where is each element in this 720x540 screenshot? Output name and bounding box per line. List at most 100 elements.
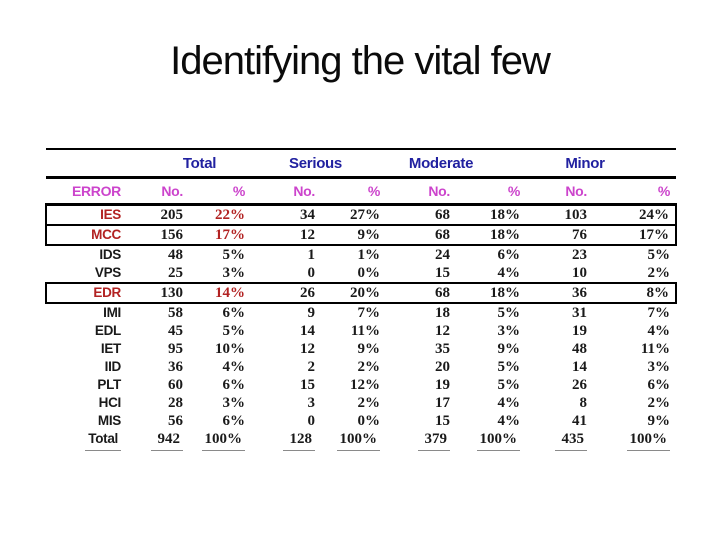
table-cell: 942 xyxy=(126,430,189,452)
table-cell: 27% xyxy=(350,207,381,223)
total-cell-underlined: 128 xyxy=(283,430,315,451)
row-label: MCC xyxy=(91,227,121,242)
table-cell: 2% xyxy=(357,359,381,375)
table-cell: 100% xyxy=(321,430,386,452)
table-cell: 14 xyxy=(300,323,315,339)
table-cell: 9% xyxy=(497,341,521,357)
table-cell: 28 xyxy=(168,395,183,411)
table-cell: 100% xyxy=(593,430,676,452)
table-cell: 4% xyxy=(647,323,671,339)
row-label: EDR xyxy=(93,285,121,300)
table-cell: 25 xyxy=(168,265,183,281)
total-cell-underlined: 100% xyxy=(626,430,671,451)
row-label: VPS xyxy=(94,265,121,280)
error-frequency-table: Total Serious Moderate Minor ERROR No. %… xyxy=(45,148,677,452)
table-cell: 205 xyxy=(160,207,184,223)
table-row: IDS 48 5% 1 1% 24 6% 23 5% xyxy=(46,245,676,264)
table-cell: 18% xyxy=(490,207,521,223)
table-cell: 34 xyxy=(300,207,315,223)
row-label: IES xyxy=(100,207,121,222)
table-cell: 20 xyxy=(435,359,451,375)
table-cell: 31 xyxy=(572,305,588,321)
table-cell: 26 xyxy=(300,285,315,301)
table-cell: 11% xyxy=(640,341,671,357)
table-row: PLT 60 6% 15 12% 19 5% 26 6% xyxy=(46,376,676,394)
row-label: Total xyxy=(46,430,126,452)
table-cell: 3% xyxy=(222,395,246,411)
table-cell: 128 xyxy=(251,430,321,452)
table-cell: 2% xyxy=(647,265,671,281)
table-cell: 5% xyxy=(222,323,246,339)
table-cell: 3% xyxy=(647,359,671,375)
table-cell: 9% xyxy=(647,413,671,429)
table-cell: 3% xyxy=(497,323,521,339)
row-label: IDS xyxy=(99,247,121,262)
table-cell: 2% xyxy=(647,395,671,411)
table-cell: 17% xyxy=(639,227,670,243)
table-cell: 3% xyxy=(222,265,246,281)
table-cell: 12 xyxy=(435,323,451,339)
table-cell: 5% xyxy=(647,247,671,263)
table-cell: 15 xyxy=(435,265,451,281)
table-cell: 130 xyxy=(160,285,184,301)
row-label: EDL xyxy=(94,323,121,338)
table-cell: 60 xyxy=(168,377,183,393)
table-cell: 156 xyxy=(160,227,184,243)
table-cell: 6% xyxy=(497,247,521,263)
table-row: MIS 56 6% 0 0% 15 4% 41 9% xyxy=(46,412,676,430)
row-label: HCI xyxy=(98,395,122,410)
table-cell: 14% xyxy=(215,285,245,301)
table-cell: 12 xyxy=(300,341,315,357)
total-cell-underlined: Total xyxy=(85,430,121,451)
table-cell: 2 xyxy=(307,359,316,375)
table-cell: 24 xyxy=(435,247,451,263)
group-header-total: Total xyxy=(182,154,217,172)
table-cell: 58 xyxy=(168,305,183,321)
table-cell: 0 xyxy=(307,413,316,429)
table-cell: 100% xyxy=(189,430,251,452)
group-header-minor: Minor xyxy=(565,154,605,172)
table-cell: 379 xyxy=(386,430,456,452)
table-cell: 18 xyxy=(435,305,451,321)
column-header-no: No. xyxy=(565,183,588,199)
table-cell: 15 xyxy=(435,413,451,429)
table-row: EDL 45 5% 14 11% 12 3% 19 4% xyxy=(46,322,676,340)
row-label: IET xyxy=(100,341,121,356)
table-cell: 6% xyxy=(222,305,246,321)
table-cell: 3 xyxy=(307,395,316,411)
table-cell: 6% xyxy=(222,413,246,429)
table-cell: 8 xyxy=(579,395,588,411)
total-cell-underlined: 942 xyxy=(151,430,183,451)
corner-cell xyxy=(46,149,126,178)
row-label: PLT xyxy=(97,377,121,392)
sub-header-row: ERROR No. % No. % No. % No. % xyxy=(46,178,677,205)
table-cell: 435 xyxy=(526,430,593,452)
table-cell: 9% xyxy=(357,227,381,243)
table-cell: 68 xyxy=(435,285,451,301)
table-row: IID 36 4% 2 2% 20 5% 14 3% xyxy=(46,358,676,376)
table-cell: 14 xyxy=(572,359,588,375)
total-cell-underlined: 435 xyxy=(555,430,588,451)
table-cell: 19 xyxy=(572,323,588,339)
table-cell: 4% xyxy=(497,265,521,281)
table-cell: 1% xyxy=(357,247,381,263)
table-cell: 100% xyxy=(456,430,526,452)
table-cell: 11% xyxy=(350,323,381,339)
table-cell: 17% xyxy=(215,227,245,243)
table-cell: 23 xyxy=(572,247,588,263)
table-cell: 10% xyxy=(215,341,245,357)
table-cell: 56 xyxy=(168,413,183,429)
group-header-serious: Serious xyxy=(289,154,342,172)
table-cell: 48 xyxy=(572,341,588,357)
table-cell: 0% xyxy=(357,265,381,281)
table-cell: 36 xyxy=(572,285,588,301)
slide-title: Identifying the vital few xyxy=(170,39,551,83)
table-cell: 8% xyxy=(646,285,670,301)
table-cell: 17 xyxy=(435,395,451,411)
table-cell: 4% xyxy=(497,395,521,411)
table-cell: 18% xyxy=(490,227,521,243)
table-cell: 22% xyxy=(215,207,245,223)
table-cell: 4% xyxy=(497,413,521,429)
table-cell: 48 xyxy=(168,247,183,263)
total-cell-underlined: 100% xyxy=(476,430,521,451)
